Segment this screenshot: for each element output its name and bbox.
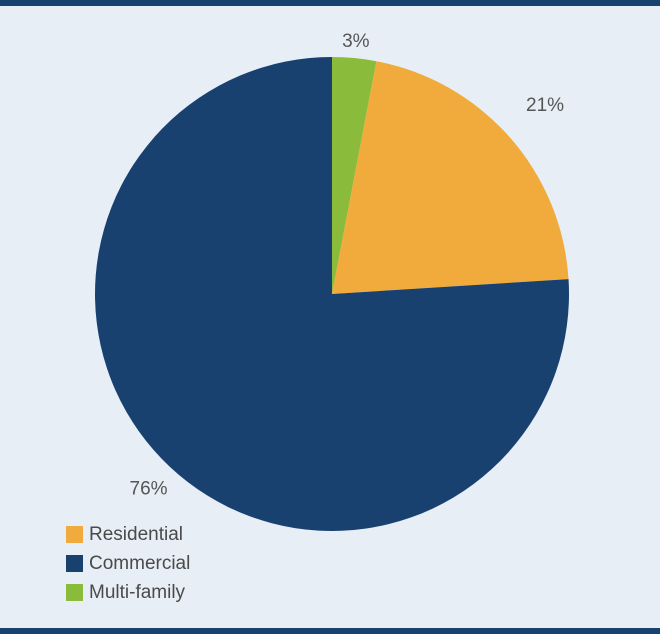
legend-label-commercial: Commercial bbox=[89, 552, 191, 574]
legend: Residential Commercial Multi-family bbox=[66, 520, 190, 607]
slice-label-multi-family: 3% bbox=[342, 31, 370, 52]
legend-label-residential: Residential bbox=[89, 523, 183, 545]
legend-item-commercial: Commercial bbox=[66, 549, 190, 578]
legend-swatch-multi-family bbox=[66, 584, 83, 601]
legend-item-residential: Residential bbox=[66, 520, 190, 549]
legend-item-multi-family: Multi-family bbox=[66, 578, 190, 607]
pie-chart: 3% 21% 76% bbox=[94, 31, 570, 531]
legend-swatch-commercial bbox=[66, 555, 83, 572]
slice-label-commercial: 76% bbox=[130, 478, 168, 499]
slice-label-residential: 21% bbox=[526, 95, 564, 116]
pie-slice-commercial bbox=[94, 57, 570, 531]
legend-swatch-residential bbox=[66, 526, 83, 543]
pie-slice-multi-family bbox=[332, 57, 377, 294]
legend-label-multi-family: Multi-family bbox=[89, 581, 186, 603]
pie-slice-residential bbox=[332, 61, 569, 294]
